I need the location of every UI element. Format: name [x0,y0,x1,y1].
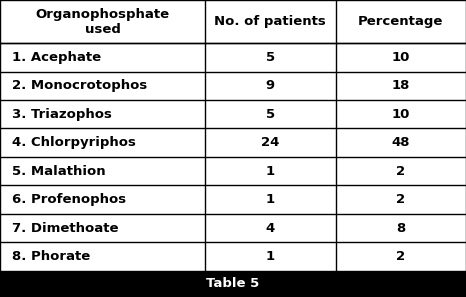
Text: 18: 18 [391,79,410,92]
Text: 8. Phorate: 8. Phorate [12,250,90,263]
Text: 1: 1 [266,193,275,206]
Bar [0,242,466,271]
Text: 7. Dimethoate: 7. Dimethoate [12,222,118,235]
Text: 2. Monocrotophos: 2. Monocrotophos [12,79,147,92]
Bar [0,72,466,100]
Text: 5. Malathion: 5. Malathion [12,165,105,178]
Text: 6. Profenophos: 6. Profenophos [12,193,126,206]
Bar [0,129,466,157]
Text: 4. Chlorpyriphos: 4. Chlorpyriphos [12,136,136,149]
Text: 2: 2 [396,193,405,206]
Text: Organophosphate
used: Organophosphate used [35,7,170,36]
Text: 1: 1 [266,165,275,178]
Text: 5: 5 [266,51,275,64]
Text: 4: 4 [266,222,275,235]
Bar [0,185,466,214]
Text: 1. Acephate: 1. Acephate [12,51,101,64]
Text: 10: 10 [391,51,410,64]
Text: 3. Triazophos: 3. Triazophos [12,108,111,121]
Text: 2: 2 [396,250,405,263]
Text: 10: 10 [391,108,410,121]
Bar [0,271,466,297]
Bar [0,43,466,72]
Text: 24: 24 [261,136,280,149]
Text: 2: 2 [396,165,405,178]
Text: No. of patients: No. of patients [214,15,326,28]
Text: 48: 48 [391,136,410,149]
Bar [0,0,466,43]
Text: 9: 9 [266,79,275,92]
Bar [0,214,466,242]
Text: Percentage: Percentage [358,15,444,28]
Bar [0,157,466,185]
Text: 5: 5 [266,108,275,121]
Text: 1: 1 [266,250,275,263]
Text: Table 5: Table 5 [206,277,260,290]
Bar [0,100,466,129]
Text: 8: 8 [396,222,405,235]
